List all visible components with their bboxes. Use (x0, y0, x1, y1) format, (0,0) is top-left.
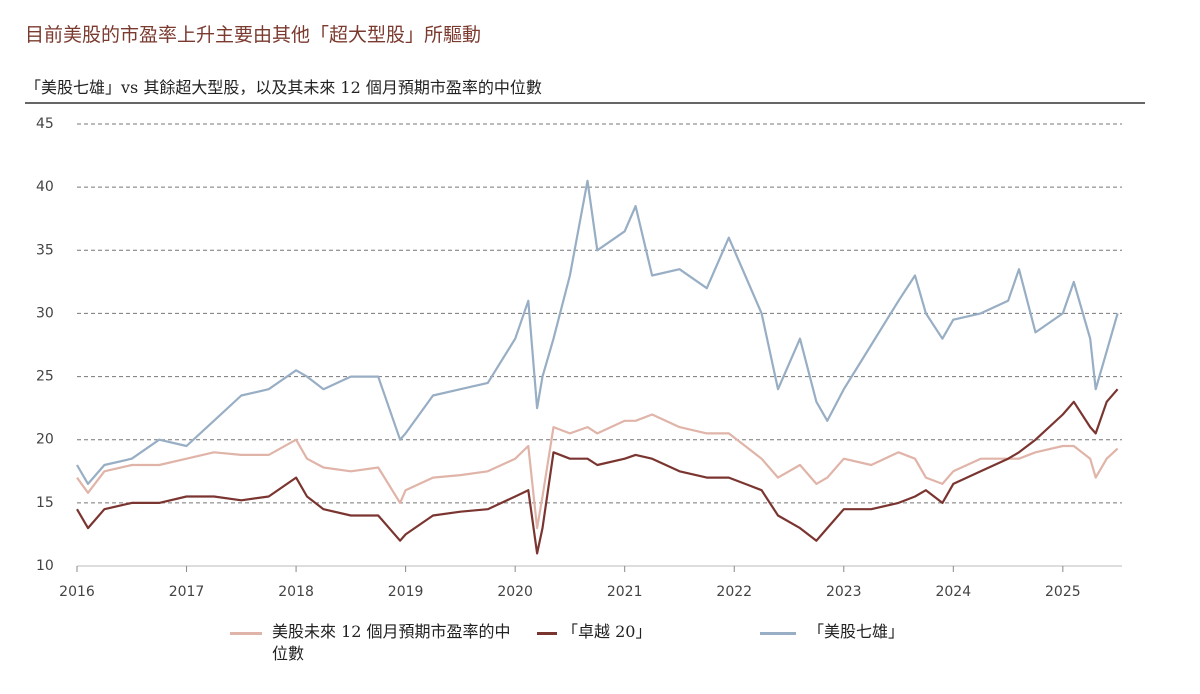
x-tick-label: 2024 (935, 584, 971, 600)
x-tick-label: 2025 (1045, 584, 1081, 600)
series-line (76, 388, 1119, 555)
chart-title: 目前美股的市盈率上升主要由其他「超大型股」所驅動 (25, 24, 482, 46)
legend-label: 美股未來 12 個月預期市盈率的中位數 (272, 622, 511, 663)
legend-swatch (537, 632, 557, 635)
y-tick-label: 30 (36, 305, 54, 321)
legend-swatch (230, 632, 262, 635)
x-tick-label: 2021 (607, 584, 643, 600)
x-tick-label: 2023 (826, 584, 862, 600)
x-tick-label: 2018 (278, 584, 314, 600)
series-line (76, 413, 1119, 530)
x-tick-label: 2020 (497, 584, 533, 600)
x-tick-label: 2017 (169, 584, 205, 600)
y-tick-label: 25 (36, 369, 54, 385)
y-tick-label: 35 (36, 242, 54, 258)
y-tick-label: 40 (36, 179, 54, 195)
legend-label: 「卓越 20」 (562, 622, 652, 641)
y-tick-label: 10 (36, 558, 54, 574)
x-tick-label: 2016 (59, 584, 95, 600)
y-tick-label: 45 (36, 116, 54, 132)
y-tick-label: 20 (36, 432, 54, 448)
legend-swatch (760, 632, 796, 635)
x-tick-label: 2022 (716, 584, 752, 600)
y-tick-label: 15 (36, 495, 54, 511)
legend-label: 「美股七雄」 (808, 622, 905, 641)
series-line (76, 179, 1119, 485)
x-tick-label: 2019 (388, 584, 424, 600)
chart-subtitle: 「美股七雄」vs 其餘超大型股，以及其未來 12 個月預期市盈率的中位數 (25, 78, 542, 97)
